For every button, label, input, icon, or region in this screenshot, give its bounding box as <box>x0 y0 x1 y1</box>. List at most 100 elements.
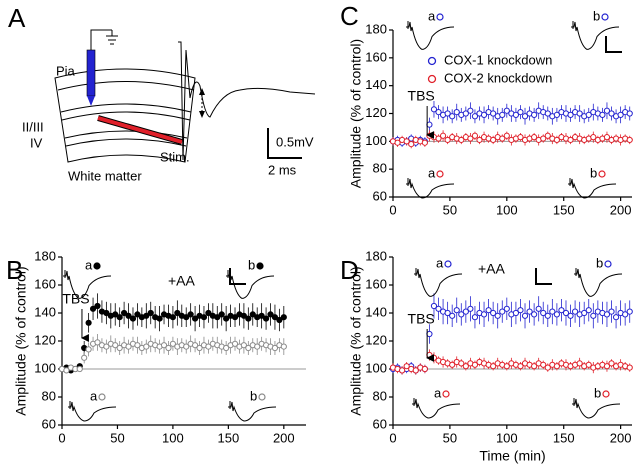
y-tick-label: 160 <box>365 276 387 291</box>
layer-label: IV <box>30 135 43 150</box>
x-tick-label: 200 <box>273 430 295 445</box>
data-point <box>485 307 492 314</box>
data-point <box>553 311 560 318</box>
example-trace <box>178 41 316 161</box>
data-point <box>585 361 592 368</box>
data-point <box>169 340 177 347</box>
data-point <box>200 314 208 321</box>
data-point <box>490 136 497 144</box>
data-point <box>458 360 465 367</box>
data-point <box>169 314 177 321</box>
data-point <box>471 113 479 120</box>
data-point <box>156 315 163 322</box>
data-point <box>394 139 401 146</box>
data-point <box>267 311 274 318</box>
annotation: TBS <box>408 311 435 327</box>
data-point <box>435 109 442 116</box>
y-axis-label: Amplitude (% of control) <box>13 266 29 415</box>
data-point <box>223 344 230 352</box>
data-point <box>612 314 620 321</box>
ground-wire <box>90 29 118 50</box>
data-point <box>444 110 451 117</box>
data-point <box>476 136 483 144</box>
data-point <box>262 315 270 322</box>
data-point <box>160 342 168 349</box>
recording-electrode <box>86 49 96 97</box>
inset-marker <box>598 170 606 178</box>
data-point <box>499 111 506 118</box>
data-point <box>467 107 474 114</box>
data-point <box>421 365 428 373</box>
data-point <box>76 365 83 373</box>
data-point <box>444 309 451 317</box>
data-point <box>103 309 110 317</box>
inset-marker <box>604 260 612 268</box>
legend-label: COX-1 knockdown <box>444 52 552 67</box>
inset-trace <box>572 398 621 419</box>
data-point <box>553 111 560 118</box>
data-point <box>540 309 547 317</box>
annotation: +AA <box>168 273 196 289</box>
data-point <box>249 311 256 318</box>
data-point <box>254 343 261 350</box>
scale-bar <box>605 36 622 53</box>
layer-label: White matter <box>68 168 142 183</box>
inset-marker <box>436 170 444 178</box>
data-point <box>183 314 190 321</box>
data-point <box>521 312 529 319</box>
x-tick-label: 50 <box>443 430 457 445</box>
data-point <box>517 134 524 141</box>
x-tick-label: 0 <box>58 430 65 445</box>
data-point <box>585 307 592 314</box>
data-point <box>562 309 570 317</box>
inset-label: b <box>250 388 257 403</box>
data-point <box>626 364 633 371</box>
data-point <box>435 305 442 312</box>
data-point <box>490 363 497 370</box>
data-point <box>218 311 225 318</box>
data-point <box>503 363 510 370</box>
annotation: TBS <box>62 291 89 307</box>
data-point <box>471 314 479 321</box>
data-point <box>143 312 150 319</box>
data-point <box>399 367 406 374</box>
data-point <box>576 360 583 367</box>
panel-letter: A <box>8 3 26 33</box>
inset-trace <box>226 270 275 299</box>
layer-line <box>64 130 188 139</box>
inset-label: a <box>90 388 98 403</box>
inset-trace <box>406 178 455 199</box>
data-point <box>276 316 283 324</box>
data-point <box>581 309 588 317</box>
data-point <box>503 107 510 114</box>
data-point <box>421 139 428 146</box>
data-point <box>540 361 547 368</box>
data-point <box>622 311 629 318</box>
data-point <box>494 312 501 319</box>
layer-label: Pia <box>56 63 76 78</box>
inset-trace <box>571 21 620 50</box>
data-point <box>183 343 190 350</box>
data-point <box>471 132 479 139</box>
data-point <box>512 111 520 118</box>
x-tick-label: 150 <box>553 430 575 445</box>
data-point <box>449 312 456 319</box>
data-point <box>81 354 88 361</box>
y-tick-label: 180 <box>34 248 56 263</box>
data-point <box>626 308 633 315</box>
data-point <box>430 106 438 113</box>
data-point <box>608 360 615 367</box>
inset-marker <box>436 13 444 21</box>
cortex-slab <box>54 68 196 163</box>
y-tick-label: 120 <box>365 105 387 120</box>
data-point <box>196 344 203 352</box>
data-point <box>585 111 592 118</box>
inset-label: a <box>428 8 436 23</box>
data-point <box>408 141 415 148</box>
data-point <box>549 308 556 315</box>
layer-line <box>57 81 195 91</box>
layer-line <box>65 138 187 147</box>
data-point <box>517 307 524 314</box>
data-point <box>231 314 239 321</box>
data-point <box>94 302 101 310</box>
